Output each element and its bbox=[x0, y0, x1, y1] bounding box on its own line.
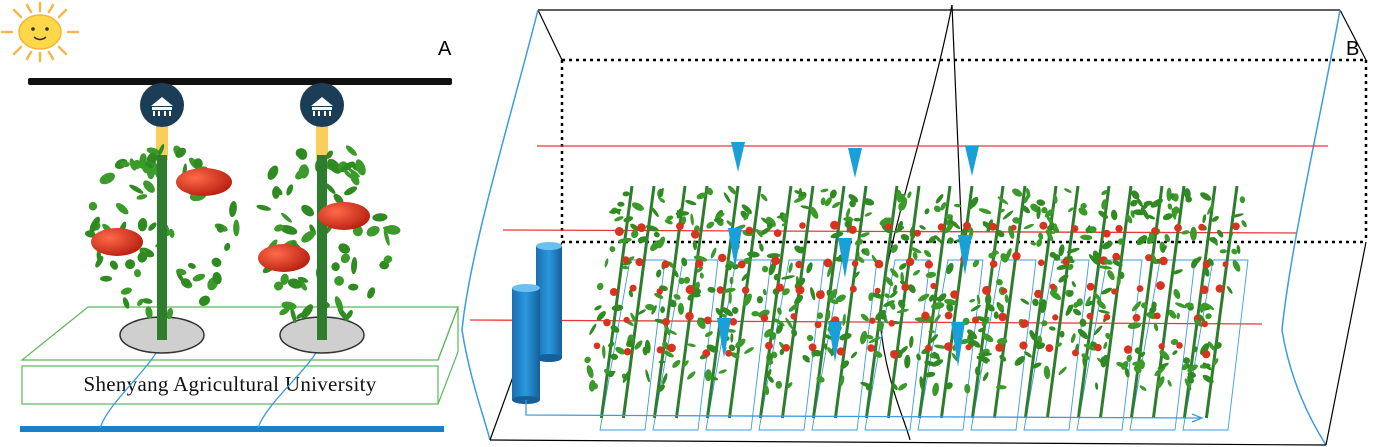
tomato-plant-icon bbox=[959, 185, 1040, 419]
dripper-group bbox=[717, 142, 979, 367]
plant-bed-outline bbox=[1129, 259, 1196, 431]
dripper-icon bbox=[731, 142, 745, 172]
plant-bed-outline bbox=[811, 259, 878, 431]
tomato-plant-icon bbox=[898, 185, 979, 419]
tomato-plant-icon bbox=[1058, 185, 1146, 419]
panel-b-label: B bbox=[1346, 38, 1359, 60]
dripper-icon bbox=[848, 148, 862, 178]
tomato-plant-icon bbox=[1167, 185, 1247, 419]
flow-arrow-icon bbox=[1191, 413, 1204, 423]
cultivation-bed bbox=[20, 306, 459, 405]
tomato-plant-icon bbox=[850, 185, 930, 419]
panel-a: A Shenyang Agricultural University bbox=[0, 1, 459, 432]
dripper-icon bbox=[717, 318, 731, 358]
dripper-icon bbox=[838, 238, 852, 278]
water-supply-pipe bbox=[20, 426, 444, 432]
plant-bed-outline bbox=[705, 259, 772, 431]
panel-a-label: A bbox=[438, 38, 452, 60]
tomato-plant-icon bbox=[1116, 185, 1192, 419]
plant-bed-outline bbox=[864, 259, 931, 431]
plant-rows bbox=[584, 185, 1249, 431]
tomato-plant-icon bbox=[84, 83, 240, 354]
dripper-icon bbox=[828, 322, 842, 362]
tomato-plant-icon bbox=[1014, 185, 1088, 419]
dripper-icon bbox=[965, 146, 979, 176]
plant-bed-outline bbox=[970, 259, 1037, 431]
plant-bed-outline bbox=[1076, 259, 1143, 431]
dripper-icon bbox=[951, 322, 965, 367]
tomato-plant-icon bbox=[642, 185, 715, 419]
plant-bed-outline bbox=[1023, 259, 1090, 431]
panel-b: B bbox=[461, 4, 1368, 446]
water-tank-icon bbox=[512, 242, 562, 404]
light-rail bbox=[28, 78, 452, 85]
tomato-plant-icon bbox=[584, 185, 666, 419]
irrigation-main-line bbox=[525, 400, 1201, 419]
dripper-icon bbox=[728, 228, 742, 268]
sun-icon bbox=[0, 1, 80, 63]
tomato-plant-icon bbox=[256, 83, 401, 354]
dripper-icon bbox=[958, 235, 972, 275]
university-label: Shenyang Agricultural University bbox=[83, 372, 376, 396]
tomato-plant-icon bbox=[744, 185, 829, 419]
